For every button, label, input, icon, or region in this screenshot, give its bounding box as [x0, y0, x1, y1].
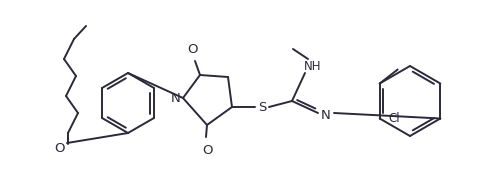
Text: N: N [321, 108, 331, 121]
Text: O: O [202, 145, 212, 158]
Text: O: O [54, 142, 64, 155]
Text: NH: NH [304, 60, 322, 73]
Text: S: S [258, 100, 266, 113]
Text: N: N [171, 91, 181, 104]
Text: O: O [187, 43, 197, 56]
Text: Cl: Cl [388, 112, 400, 125]
